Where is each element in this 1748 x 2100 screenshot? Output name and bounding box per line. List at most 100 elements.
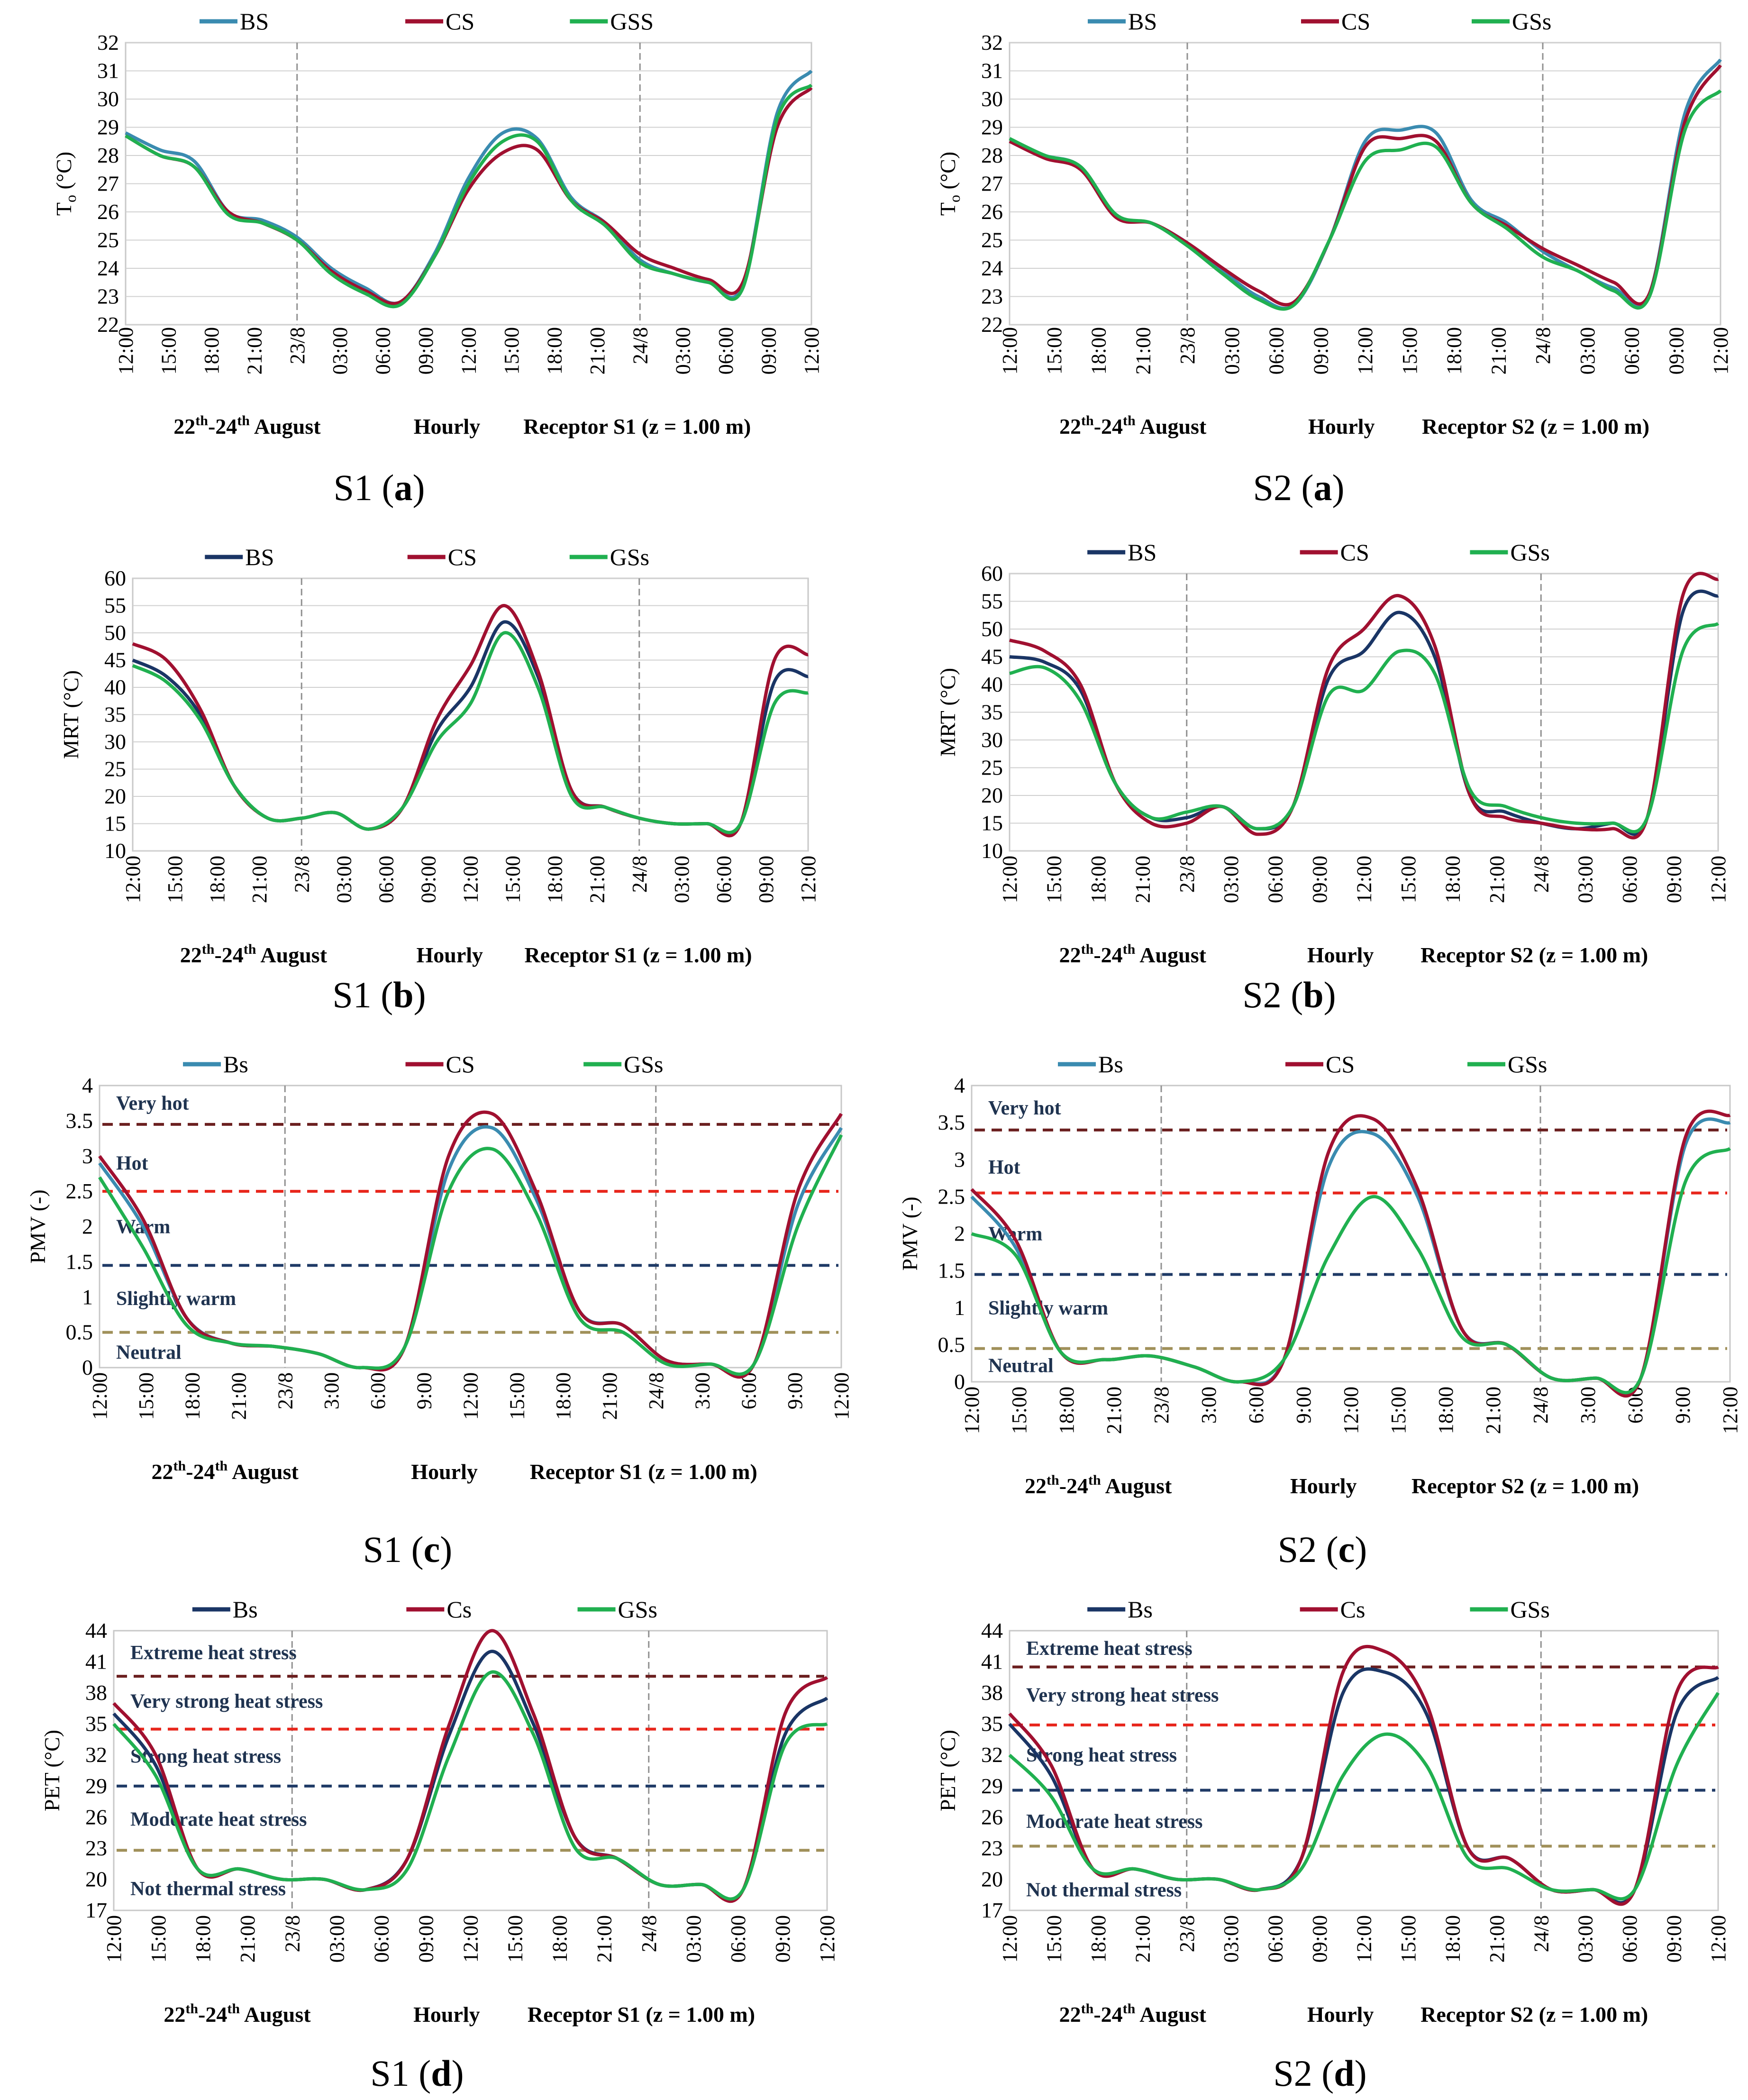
footer-hourly: Hourly [413,2002,480,2027]
x-tick-label: 23/8 [273,1372,297,1409]
x-tick-label: 21:00 [1482,1387,1505,1434]
x-tick-label: 21:00 [586,856,609,903]
legend-label: CS [446,1051,475,1077]
comfort-band-label: Hot [988,1157,1020,1178]
x-tick-label: 15:00 [504,1915,527,1963]
series-line-cs [125,86,813,306]
y-tick-label: 23 [981,1836,1003,1860]
x-tick-label: 12:00 [1707,856,1730,903]
y-tick-label: 35 [981,700,1003,724]
footer-receptor: Receptor S2 (z = 1.00 m) [1420,943,1648,967]
x-tick-label: 18:00 [200,327,223,374]
x-tick-label: 06:00 [372,327,395,374]
x-tick-label: 15:00 [1043,327,1066,374]
x-tick-label: 12:00 [797,856,820,903]
comfort-band-label: Moderate heat stress [130,1809,307,1831]
y-tick-label: 3.5 [938,1110,965,1134]
legend-label: CS [446,8,474,35]
x-tick-label: 18:00 [191,1915,215,1963]
x-tick-label: 12:00 [457,327,481,374]
y-tick-label: 25 [981,228,1003,252]
footer-dates: 22th-24th August [1059,941,1207,967]
x-tick-label: 12:00 [1354,327,1377,374]
y-tick-label: 38 [85,1680,107,1705]
x-tick-label: 21:00 [248,856,271,903]
x-tick-label: 15:00 [1397,1915,1420,1963]
x-tick-label: 3:00 [691,1372,714,1409]
y-tick-label: 50 [981,617,1003,641]
x-tick-label: 12:00 [114,327,137,374]
comfort-band-label: Moderate heat stress [1026,1811,1202,1833]
comfort-band-label: Not thermal stress [130,1878,286,1900]
y-tick-label: 44 [981,1618,1003,1643]
x-tick-label: 09:00 [1309,327,1332,374]
y-tick-label: 26 [981,1805,1003,1829]
y-tick-label: 0.5 [938,1333,965,1357]
y-tick-label: 35 [104,703,126,727]
legend-label: Bs [233,1596,258,1623]
y-tick-label: 35 [981,1712,1003,1736]
y-tick-label: 25 [97,228,119,252]
comfort-band-label: Very strong heat stress [130,1691,323,1713]
panel-caption: S1 (d) [370,2053,464,2094]
x-tick-label: 18:00 [1441,856,1464,903]
x-tick-label: 12:00 [121,856,145,903]
x-tick-label: 12:00 [1353,856,1376,903]
x-tick-label: 3:00 [1576,1387,1600,1424]
y-tick-label: 3 [82,1144,93,1168]
x-tick-label: 09:00 [414,327,437,374]
y-tick-label: 3 [954,1147,965,1171]
legend-label: BS [1128,8,1157,35]
panel-caption: S1 (c) [363,1529,452,1570]
x-tick-label: 15:00 [1397,856,1420,903]
footer-dates: 22th-24th August [1025,1472,1172,1498]
y-tick-label: 27 [97,172,119,196]
x-tick-label: 06:00 [714,327,737,374]
x-tick-label: 3:00 [1197,1387,1220,1424]
legend-label: BS [240,8,269,35]
x-tick-label: 21:00 [1485,856,1509,903]
y-tick-label: 0 [954,1370,965,1394]
y-tick-label: 0 [82,1355,93,1379]
x-tick-label: 09:00 [755,856,778,903]
chart-S1b: 10 15 20 25 30 35 40 45 50 55 60 MRT (°C) 12:00 15:00… [59,544,820,1015]
series-line-gss [98,1134,843,1376]
y-tick-label: 32 [981,1743,1003,1767]
y-tick-label: 29 [981,115,1003,139]
y-tick-label: 29 [85,1774,107,1798]
footer-dates: 22th-24th August [152,1458,299,1484]
chart-S2d: 17 20 23 26 29 32 35 38 41 44 PET (°C) Extreme heat… [936,1596,1730,2094]
x-tick-label: 06:00 [374,856,398,903]
legend-label: CS [448,544,477,570]
x-tick-label: 12:00 [830,1372,853,1420]
x-tick-label: 15:00 [147,1915,170,1963]
x-tick-label: 18:00 [1055,1387,1078,1434]
y-axis-label: PET (°C) [40,1730,64,1811]
x-tick-label: 12:00 [88,1372,111,1420]
y-tick-label: 20 [981,783,1003,807]
x-tick-label: 12:00 [998,1915,1021,1963]
legend-label: Cs [1340,1596,1366,1623]
x-tick-label: 23/8 [286,327,309,364]
x-tick-label: 12:00 [459,1915,483,1963]
comfort-band-label: Very strong heat stress [1026,1684,1219,1706]
footer-hourly: Hourly [1308,414,1375,438]
y-tick-label: 32 [85,1743,107,1767]
y-tick-label: 60 [981,561,1003,585]
footer-receptor: Receptor S1 (z = 1.00 m) [530,1460,757,1484]
x-tick-label: 15:00 [164,856,187,903]
x-tick-label: 21:00 [1102,1387,1126,1434]
x-tick-label: 23/8 [281,1915,304,1952]
x-tick-label: 09:00 [1308,1915,1331,1963]
x-tick-label: 21:00 [1487,327,1510,374]
x-tick-label: 18:00 [1087,856,1110,903]
y-tick-label: 20 [85,1867,107,1891]
legend-label: Bs [223,1051,248,1077]
y-tick-label: 2 [954,1222,965,1246]
x-tick-label: 12:00 [998,856,1021,903]
x-tick-label: 18:00 [548,1915,572,1963]
x-tick-label: 15:00 [505,1372,528,1420]
y-tick-label: 30 [97,87,119,111]
